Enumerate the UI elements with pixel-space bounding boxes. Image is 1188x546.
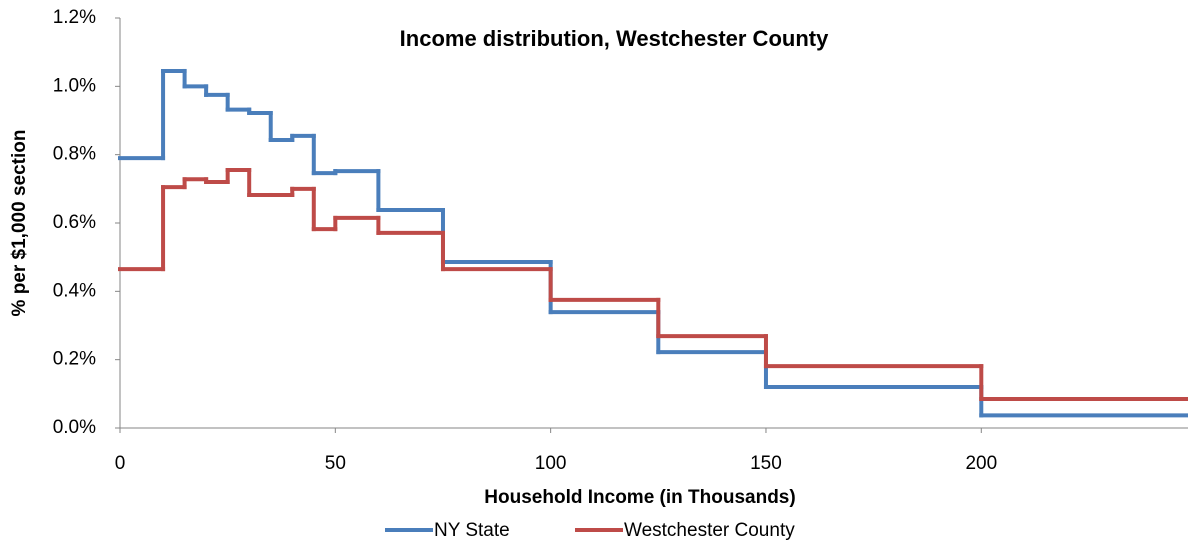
legend-label: Westchester County	[624, 520, 795, 541]
y-tick-label: 0.0%	[53, 417, 96, 438]
y-tick-label: 1.0%	[53, 75, 96, 96]
x-tick-label: 100	[535, 453, 567, 474]
y-tick-label: 0.4%	[53, 280, 96, 301]
x-tick-label: 50	[325, 453, 346, 474]
x-axis-label: Household Income (in Thousands)	[484, 487, 795, 508]
y-tick-label: 0.2%	[53, 349, 96, 370]
y-axis-label: % per $1,000 section	[9, 130, 30, 317]
y-tick-label: 1.2%	[53, 7, 96, 28]
x-tick-label: 200	[965, 453, 997, 474]
y-tick-label: 0.8%	[53, 144, 96, 165]
chart-title: Income distribution, Westchester County	[400, 26, 829, 51]
legend-label: NY State	[434, 520, 510, 541]
x-tick-label: 150	[750, 453, 782, 474]
x-tick-label: 0	[115, 453, 126, 474]
y-tick-label: 0.6%	[53, 212, 96, 233]
